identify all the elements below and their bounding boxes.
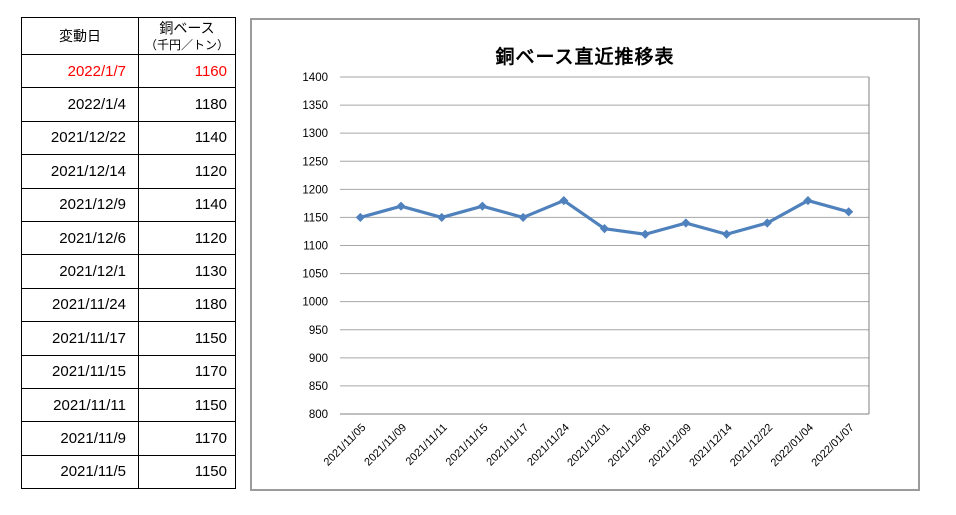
y-tick-label: 1350 bbox=[302, 100, 328, 112]
table-row: 2022/1/4 1180 bbox=[21, 87, 236, 122]
header-value-line1: 銅ベース bbox=[159, 19, 215, 36]
data-point-marker bbox=[518, 212, 528, 223]
table-row: 2021/12/1 1130 bbox=[21, 254, 236, 289]
value-cell: 1140 bbox=[138, 120, 236, 156]
value-cell: 1180 bbox=[138, 287, 236, 323]
x-tick-label: 2022/01/04 bbox=[769, 422, 816, 469]
x-tick-label: 2021/12/06 bbox=[606, 422, 653, 469]
data-point-marker bbox=[396, 201, 406, 211]
y-tick-label: 1100 bbox=[303, 241, 328, 253]
value-cell: 1130 bbox=[138, 254, 236, 289]
y-tick-label: 900 bbox=[309, 353, 328, 365]
x-tick-label: 2021/11/17 bbox=[484, 422, 531, 469]
chart-container: 1400 1350 1300 1250 1200 1150 1100 1050 1000 950 9… bbox=[250, 18, 920, 491]
y-tick-label: 1250 bbox=[302, 156, 328, 168]
data-point-marker bbox=[355, 212, 365, 223]
table-row: 2021/12/14 1120 bbox=[21, 154, 236, 189]
table-row: 2021/11/15 1170 bbox=[21, 354, 236, 389]
data-point-marker bbox=[721, 229, 732, 239]
value-cell: 1150 bbox=[138, 321, 236, 356]
data-point-marker bbox=[559, 195, 569, 206]
x-tick-label: 2021/12/01 bbox=[565, 422, 612, 469]
header-value-line2: （千円／トン） bbox=[144, 37, 229, 52]
value-cell: 1150 bbox=[138, 387, 236, 423]
value-cell: 1150 bbox=[138, 454, 236, 490]
y-tick-label: 1300 bbox=[302, 128, 328, 140]
date-cell: 2021/12/9 bbox=[21, 187, 139, 222]
table-row: 2021/11/11 1150 bbox=[21, 387, 236, 423]
date-cell: 2022/1/7 bbox=[21, 53, 139, 89]
x-tick-label: 2021/11/05 bbox=[322, 422, 369, 469]
table-row: 2021/12/9 1140 bbox=[21, 187, 236, 222]
table-body: 2022/1/7 1160 2022/1/4 1180 2021/12/22 1140 20… bbox=[21, 53, 236, 490]
price-table: 変動日 銅ベース （千円／トン） 2022/1/7 1160 2022/1/4 118… bbox=[21, 17, 236, 490]
table-row: 2022/1/7 1160 bbox=[21, 53, 236, 89]
y-tick-label: 1150 bbox=[303, 212, 328, 224]
x-tick-label: 2022/01/07 bbox=[809, 422, 856, 469]
x-tick-label: 2021/11/11 bbox=[404, 422, 450, 468]
x-tick-label: 2021/12/22 bbox=[728, 422, 775, 469]
table-header-row: 変動日 銅ベース （千円／トン） bbox=[21, 17, 236, 55]
y-tick-label: 1050 bbox=[302, 269, 328, 281]
y-tick-label: 1000 bbox=[302, 297, 328, 309]
line-chart: 1400 1350 1300 1250 1200 1150 1100 1050 1000 950 9… bbox=[302, 72, 870, 469]
table-row: 2021/11/24 1180 bbox=[21, 287, 236, 323]
data-point-marker bbox=[762, 218, 772, 228]
date-cell: 2021/12/22 bbox=[21, 120, 139, 156]
date-cell: 2021/11/11 bbox=[21, 387, 139, 423]
table-row: 2021/11/17 1150 bbox=[21, 321, 236, 356]
date-cell: 2021/11/5 bbox=[21, 454, 139, 490]
value-cell: 1160 bbox=[138, 53, 236, 89]
table-row: 2021/11/9 1170 bbox=[21, 421, 236, 456]
table-row: 2021/12/6 1120 bbox=[21, 220, 236, 256]
data-point-marker bbox=[844, 207, 854, 217]
value-cell: 1120 bbox=[138, 220, 236, 256]
date-cell: 2021/11/24 bbox=[21, 287, 139, 323]
chart-title: 銅ベース直近推移表 bbox=[495, 47, 675, 68]
data-point-marker bbox=[803, 195, 813, 206]
value-cell: 1180 bbox=[138, 87, 236, 122]
x-tick-label: 2021/12/09 bbox=[647, 422, 694, 469]
date-cell: 2021/11/15 bbox=[21, 354, 139, 389]
date-cell: 2021/11/17 bbox=[21, 321, 139, 356]
date-cell: 2022/1/4 bbox=[21, 87, 139, 122]
date-cell: 2021/12/6 bbox=[21, 220, 139, 256]
y-tick-label: 1200 bbox=[302, 184, 328, 196]
y-tick-label: 1400 bbox=[302, 72, 328, 84]
header-value: 銅ベース （千円／トン） bbox=[138, 17, 236, 55]
x-tick-label: 2021/11/09 bbox=[362, 422, 409, 469]
data-point-marker bbox=[640, 229, 650, 239]
data-point-marker bbox=[437, 212, 447, 223]
value-cell: 1170 bbox=[138, 421, 236, 456]
data-point-marker bbox=[599, 224, 610, 234]
date-cell: 2021/12/1 bbox=[21, 254, 139, 289]
value-cell: 1140 bbox=[138, 187, 236, 222]
x-tick-label: 2021/11/15 bbox=[444, 422, 491, 469]
date-cell: 2021/12/14 bbox=[21, 154, 139, 189]
data-point-marker bbox=[477, 201, 488, 211]
value-cell: 1120 bbox=[138, 154, 236, 189]
y-tick-label: 800 bbox=[309, 409, 328, 421]
date-cell: 2021/11/9 bbox=[21, 421, 139, 456]
data-point-marker bbox=[681, 218, 691, 228]
table-row: 2021/12/22 1140 bbox=[21, 120, 236, 156]
value-cell: 1170 bbox=[138, 354, 236, 389]
header-date: 変動日 bbox=[21, 17, 139, 55]
table-row: 2021/11/5 1150 bbox=[21, 454, 236, 490]
x-tick-label: 2021/12/14 bbox=[687, 422, 734, 469]
y-tick-label: 950 bbox=[309, 325, 328, 337]
y-tick-label: 850 bbox=[309, 381, 328, 393]
